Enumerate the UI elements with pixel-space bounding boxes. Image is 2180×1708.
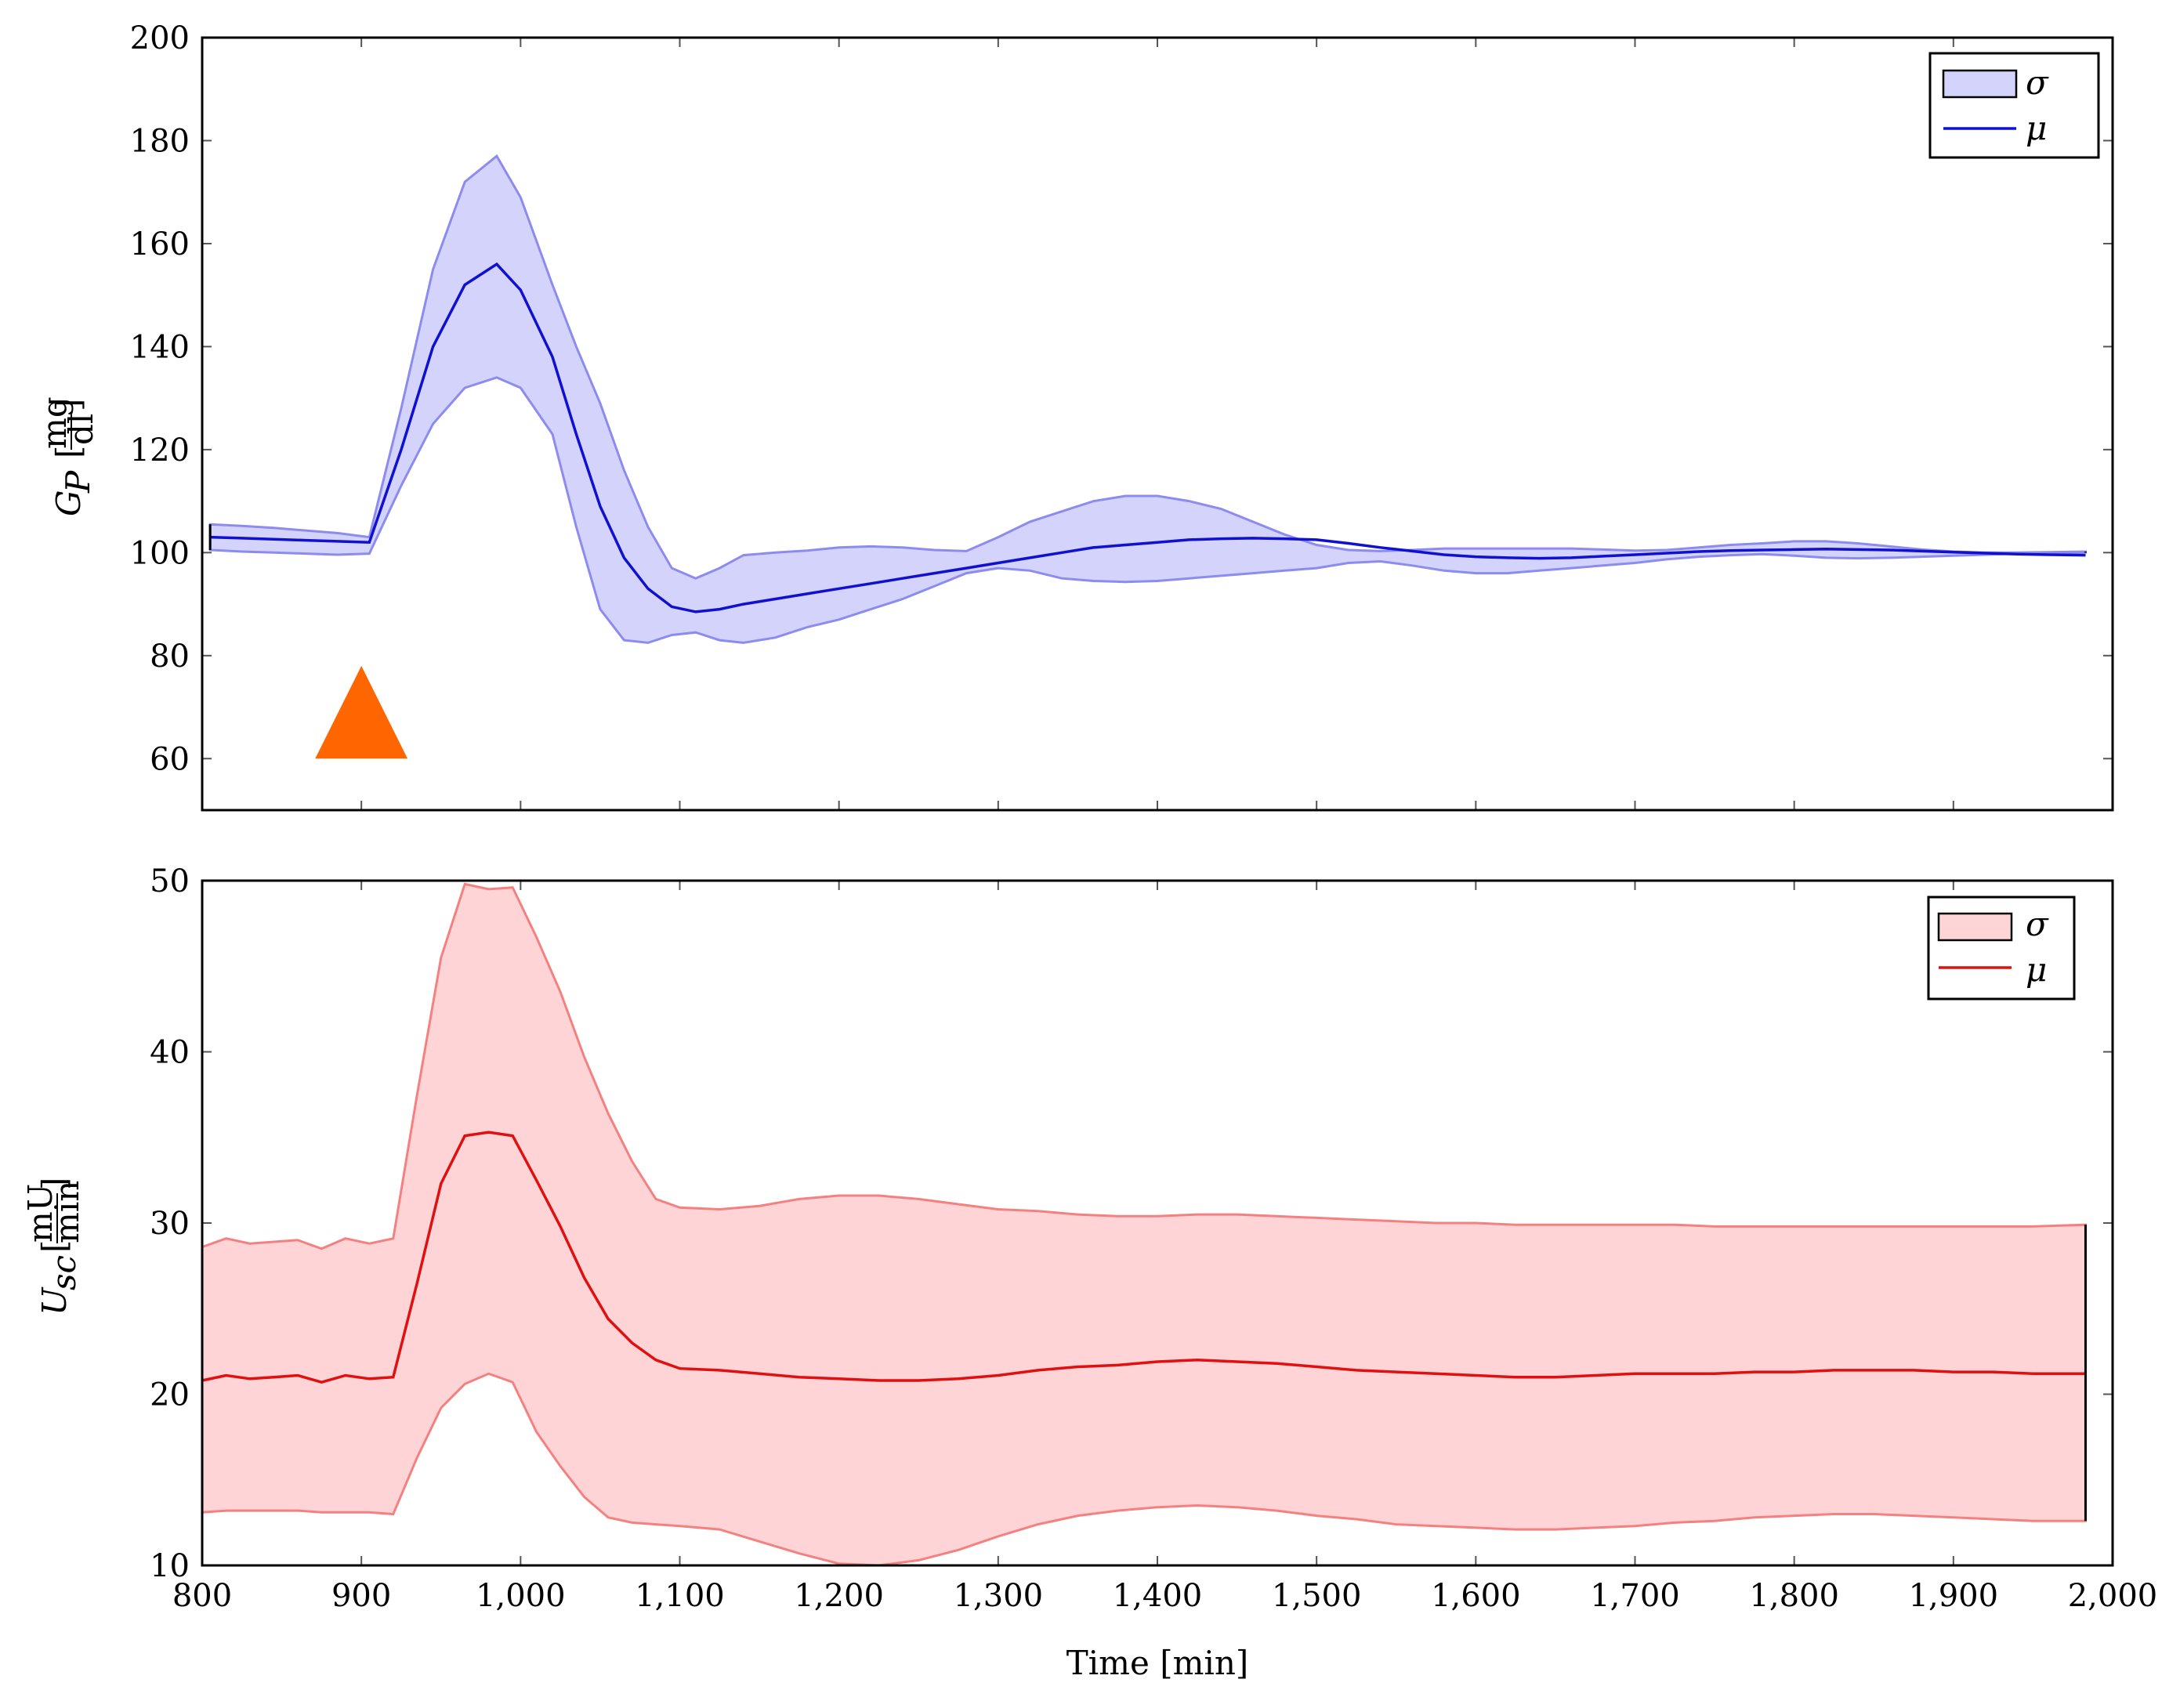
glucose-y-unit-den: dl — [62, 414, 100, 445]
time-x-tick-label: 1,400 — [1113, 1578, 1203, 1614]
insulin-panel: 10 20 30 40 50 800 900 1,000 1,100 1,200 1,300 1,4… — [21, 863, 2157, 1682]
time-x-tick-label: 1,500 — [1272, 1578, 1362, 1614]
insulin-y-tick-label: 40 — [150, 1035, 190, 1071]
insulin-y-tick-label: 20 — [150, 1377, 190, 1413]
time-x-tick-label: 1,300 — [954, 1578, 1044, 1614]
glucose-y-axis-label: G P [ mg dl ] — [35, 396, 100, 516]
insulin-y-label-main: U — [35, 1286, 74, 1315]
insulin-y-axis-label: U sc [ mU min ] — [21, 1178, 86, 1315]
insulin-y-tick-labels: 10 20 30 40 50 — [150, 863, 190, 1584]
glucose-y-label-rbracket: ] — [49, 399, 88, 411]
insulin-legend-band-label: σ — [2026, 905, 2049, 943]
glucose-y-tick-label: 80 — [150, 639, 190, 675]
glucose-legend-band-swatch — [1942, 69, 2018, 99]
glucose-y-label-sub: P — [59, 470, 97, 494]
glucose-y-tick-labels: 60 80 100 120 140 160 180 200 — [130, 20, 190, 777]
insulin-y-unit-den: min — [48, 1181, 86, 1243]
glucose-y-tick-label: 60 — [150, 741, 190, 777]
time-x-tick-label: 1,600 — [1431, 1578, 1521, 1614]
time-x-tick-label: 900 — [331, 1578, 391, 1614]
insulin-sigma-band — [201, 882, 2087, 1567]
insulin-y-tick-label: 50 — [150, 863, 190, 899]
insulin-y-tick-label: 10 — [150, 1548, 190, 1584]
time-x-tick-label: 800 — [172, 1578, 232, 1614]
time-x-tick-label: 1,000 — [476, 1578, 566, 1614]
glucose-y-tick-label: 200 — [130, 20, 190, 56]
time-x-tick-label: 1,200 — [794, 1578, 884, 1614]
glucose-y-label-main: G — [49, 490, 88, 516]
time-x-axis-label: Time [min] — [1066, 1644, 1249, 1682]
glucose-panel: 60 80 100 120 140 160 180 200 G P [ mg dl ] σ μ — [35, 20, 2114, 812]
glucose-y-tick-label: 140 — [130, 329, 190, 365]
insulin-legend: σ μ — [1927, 896, 2076, 1001]
glucose-legend: σ μ — [1928, 52, 2100, 159]
glucose-y-tick-label: 100 — [130, 535, 190, 571]
glucose-y-tick-label: 180 — [130, 123, 190, 159]
time-x-tick-label: 1,700 — [1590, 1578, 1680, 1614]
glucose-ticks — [201, 37, 2113, 810]
time-x-tick-label: 1,800 — [1749, 1578, 1839, 1614]
insulin-plot-frame — [201, 879, 2114, 1567]
insulin-legend-line-label: μ — [2026, 950, 2047, 989]
glucose-y-tick-label: 160 — [130, 226, 190, 262]
glucose-plot-background — [202, 38, 2113, 810]
insulin-y-unit-num: mU — [21, 1184, 60, 1243]
insulin-y-label-rbracket: ] — [35, 1178, 74, 1190]
insulin-legend-band-swatch — [1937, 912, 2013, 942]
insulin-y-tick-label: 30 — [150, 1206, 190, 1242]
time-x-tick-label: 1,900 — [1909, 1578, 1999, 1614]
insulin-legend-box — [1927, 896, 2076, 1001]
glucose-legend-band-label: σ — [2026, 63, 2049, 102]
meal-marker-triangle — [315, 665, 408, 759]
glucose-plot-frame — [201, 36, 2114, 812]
glucose-mean-line — [210, 262, 2086, 613]
time-x-tick-label: 2,000 — [2068, 1578, 2158, 1614]
insulin-y-label-lbracket: [ — [35, 1240, 74, 1253]
insulin-y-label-sub: sc — [45, 1255, 83, 1290]
glucose-y-label-lbracket: [ — [49, 446, 88, 458]
time-x-tick-labels: 800 900 1,000 1,100 1,200 1,300 1,400 1,500 1,60… — [172, 1578, 2157, 1614]
glucose-y-tick-label: 120 — [130, 432, 190, 469]
glucose-legend-line-label: μ — [2026, 109, 2047, 147]
glucose-legend-box — [1928, 52, 2100, 159]
glucose-y-unit-num: mg — [35, 396, 74, 449]
insulin-mean-line — [201, 1131, 2086, 1384]
time-x-tick-label: 1,100 — [635, 1578, 725, 1614]
